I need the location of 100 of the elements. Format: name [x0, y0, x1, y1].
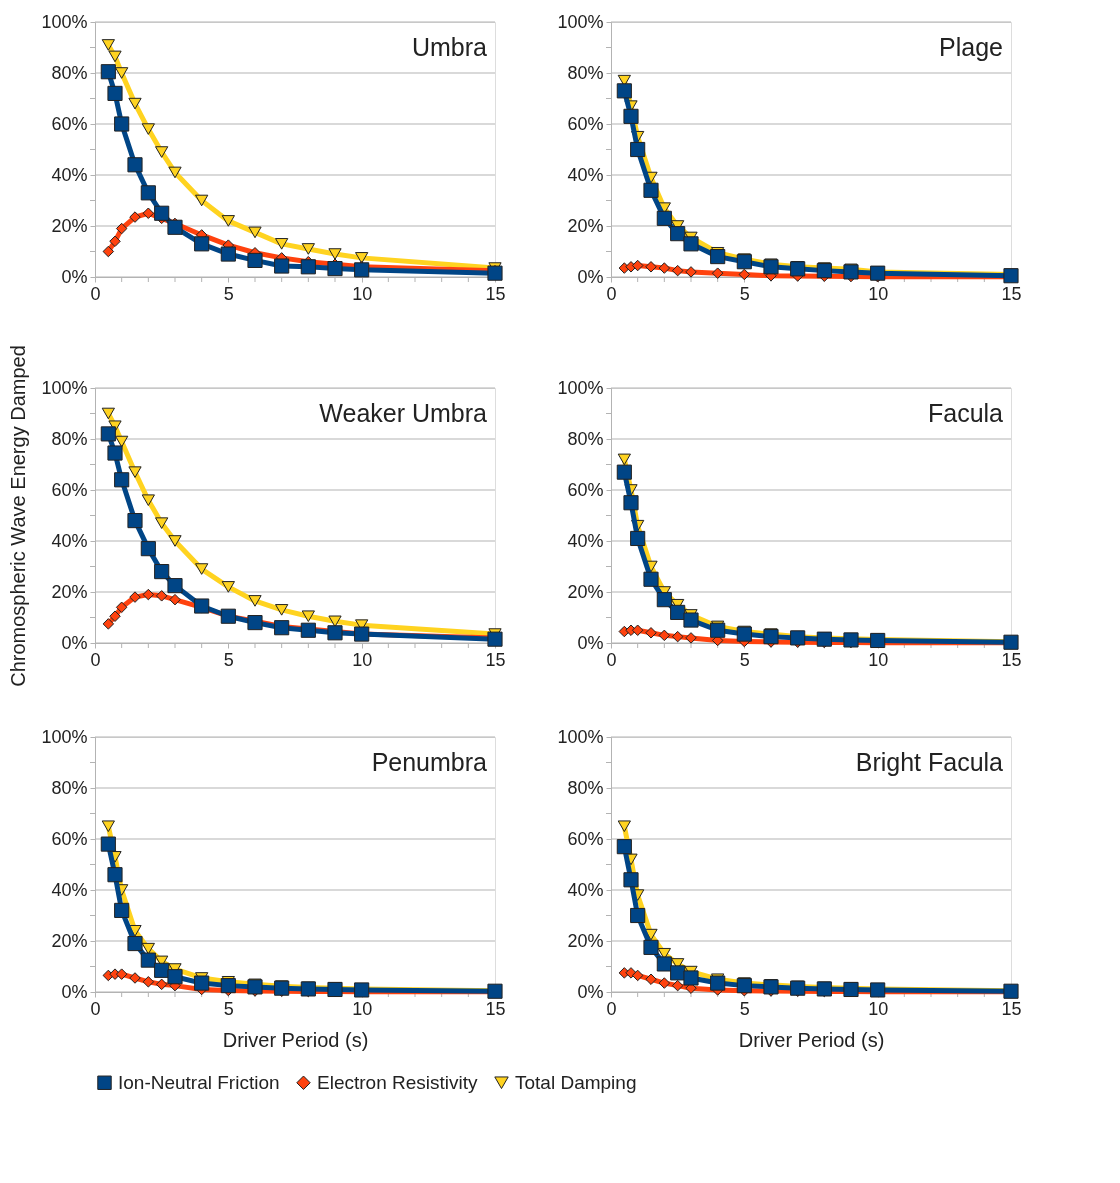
point: [843, 264, 859, 280]
x-tick-label: 0: [90, 283, 101, 304]
y-tick-label: 80%: [567, 428, 604, 449]
point: [656, 956, 672, 972]
point: [109, 235, 121, 248]
point: [623, 495, 639, 511]
y-tick-label: 0%: [577, 266, 604, 287]
point: [115, 222, 128, 235]
point: [327, 261, 343, 277]
y-tick-label: 20%: [567, 581, 604, 602]
point: [656, 592, 672, 608]
point: [274, 980, 290, 996]
x-tick-label: 5: [223, 283, 234, 304]
point: [154, 205, 170, 221]
x-tick-label: 15: [1001, 649, 1022, 670]
point: [100, 426, 116, 442]
point: [155, 146, 169, 158]
y-tick-label: 100%: [41, 377, 88, 398]
point: [155, 978, 168, 991]
point: [102, 618, 115, 630]
point: [658, 977, 671, 989]
x-tick-label: 5: [739, 283, 750, 304]
point: [623, 108, 639, 124]
point: [645, 627, 657, 639]
x-tick-label: 15: [1001, 283, 1022, 304]
y-tick-label: 100%: [41, 726, 88, 747]
point: [154, 962, 170, 978]
point: [683, 970, 699, 986]
point: [194, 236, 210, 252]
y-tick-label: 20%: [51, 215, 88, 236]
point: [114, 902, 130, 918]
y-tick-label: 60%: [567, 113, 604, 134]
x-tick-label: 10: [352, 998, 373, 1019]
point: [631, 259, 644, 272]
point: [247, 979, 263, 995]
x-tick-label: 5: [223, 998, 234, 1019]
point: [300, 259, 316, 275]
y-tick-label: 80%: [567, 777, 604, 798]
point: [195, 563, 209, 575]
y-tick-label: 0%: [61, 266, 88, 287]
point: [736, 978, 752, 994]
y-tick-label: 60%: [51, 479, 88, 500]
point: [142, 976, 155, 988]
point: [101, 407, 115, 420]
point: [221, 581, 235, 593]
x-tick-label: 10: [868, 998, 889, 1019]
y-tick-label: 100%: [557, 377, 604, 398]
point: [115, 67, 129, 79]
point: [275, 238, 289, 250]
point: [630, 141, 646, 158]
y-tick-label: 100%: [41, 11, 88, 32]
point: [128, 466, 142, 478]
point: [671, 979, 684, 992]
x-tick-label: 10: [352, 649, 373, 670]
point: [127, 935, 143, 952]
x-tick-label: 5: [223, 649, 234, 670]
legend-label: Electron Resistivity: [317, 1071, 478, 1093]
y-tick-label: 0%: [577, 981, 604, 1002]
point: [671, 264, 684, 277]
point: [169, 593, 181, 606]
point: [142, 207, 155, 219]
point: [107, 867, 123, 883]
point: [220, 978, 236, 994]
x-tick-label: 0: [90, 998, 101, 1019]
point: [658, 262, 671, 274]
y-tick-label: 20%: [51, 930, 88, 951]
point: [355, 252, 369, 264]
point: [763, 259, 779, 275]
point: [194, 975, 210, 991]
point: [658, 629, 671, 642]
x-tick-label: 15: [485, 283, 506, 304]
y-tick-label: 80%: [51, 428, 88, 449]
chart-title: Plage: [939, 33, 1003, 61]
point: [643, 939, 659, 955]
point: [127, 157, 143, 173]
point: [141, 494, 155, 506]
y-tick-label: 20%: [567, 930, 604, 951]
point: [154, 564, 170, 580]
point: [167, 219, 183, 235]
point: [140, 185, 156, 201]
point: [114, 472, 130, 488]
point: [167, 969, 183, 985]
point: [129, 211, 141, 223]
legend-label: Ion-Neutral Friction: [118, 1071, 280, 1093]
legend-label: Total Damping: [515, 1071, 637, 1093]
y-tick-label: 20%: [567, 215, 604, 236]
point: [710, 975, 726, 991]
x-axis-title: Driver Period (s): [222, 1028, 369, 1051]
point: [328, 248, 342, 260]
point: [102, 245, 115, 258]
point: [141, 942, 155, 955]
point: [100, 64, 116, 80]
point: [670, 604, 686, 620]
point: [645, 261, 657, 273]
point: [617, 453, 631, 466]
point: [736, 626, 752, 642]
point: [167, 578, 183, 594]
x-tick-label: 0: [606, 998, 617, 1019]
point: [616, 839, 632, 855]
point: [107, 445, 123, 461]
